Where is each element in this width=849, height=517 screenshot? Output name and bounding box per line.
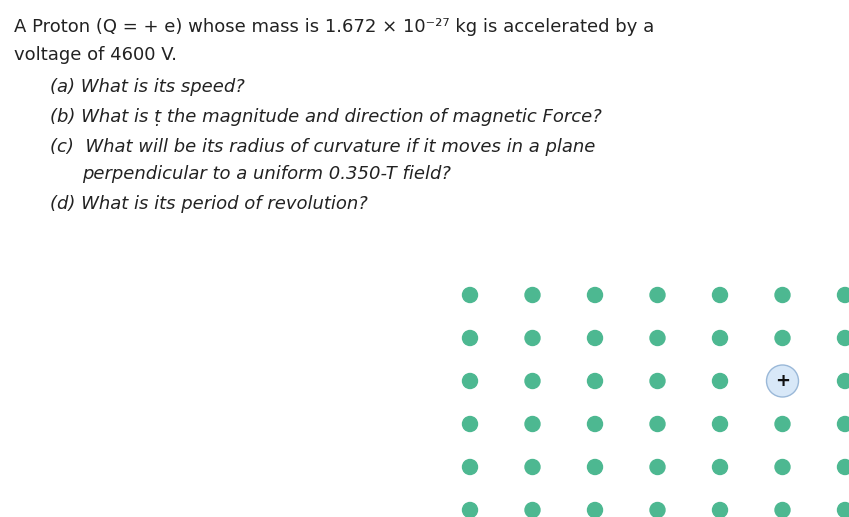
Circle shape [463, 330, 477, 345]
Circle shape [837, 330, 849, 345]
Circle shape [463, 287, 477, 302]
Circle shape [837, 287, 849, 302]
Circle shape [588, 287, 603, 302]
Circle shape [525, 373, 540, 388]
Circle shape [463, 503, 477, 517]
Text: (c)  What will be its radius of curvature if it moves in a plane: (c) What will be its radius of curvature… [50, 138, 595, 156]
Circle shape [650, 460, 665, 475]
Circle shape [837, 460, 849, 475]
Text: (a) What is its speed?: (a) What is its speed? [50, 78, 245, 96]
Circle shape [775, 503, 790, 517]
Text: (b) What is ṭ the magnitude and direction of magnetic Force?: (b) What is ṭ the magnitude and directio… [50, 108, 602, 126]
Circle shape [588, 503, 603, 517]
Circle shape [712, 503, 728, 517]
Circle shape [712, 460, 728, 475]
Circle shape [525, 287, 540, 302]
Circle shape [650, 373, 665, 388]
Circle shape [588, 460, 603, 475]
Circle shape [650, 287, 665, 302]
Circle shape [525, 503, 540, 517]
Circle shape [837, 417, 849, 432]
Circle shape [767, 365, 799, 397]
Circle shape [712, 417, 728, 432]
Text: (d) What is its period of revolution?: (d) What is its period of revolution? [50, 195, 368, 213]
Circle shape [775, 417, 790, 432]
Circle shape [775, 460, 790, 475]
Text: A Proton (Q = + e) whose mass is 1.672 × 10⁻²⁷ kg is accelerated by a: A Proton (Q = + e) whose mass is 1.672 ×… [14, 18, 655, 36]
Circle shape [588, 417, 603, 432]
Circle shape [837, 503, 849, 517]
Circle shape [525, 460, 540, 475]
Circle shape [588, 330, 603, 345]
Circle shape [712, 287, 728, 302]
Circle shape [650, 503, 665, 517]
Circle shape [588, 373, 603, 388]
Circle shape [463, 417, 477, 432]
Circle shape [775, 287, 790, 302]
Circle shape [837, 373, 849, 388]
Circle shape [463, 460, 477, 475]
Circle shape [650, 417, 665, 432]
Circle shape [775, 330, 790, 345]
Text: +: + [775, 372, 790, 390]
Text: perpendicular to a uniform 0.350-T field?: perpendicular to a uniform 0.350-T field… [82, 165, 451, 183]
Circle shape [712, 330, 728, 345]
Circle shape [463, 373, 477, 388]
Circle shape [525, 417, 540, 432]
Circle shape [525, 330, 540, 345]
Circle shape [712, 373, 728, 388]
Circle shape [650, 330, 665, 345]
Text: voltage of 4600 V.: voltage of 4600 V. [14, 46, 177, 64]
